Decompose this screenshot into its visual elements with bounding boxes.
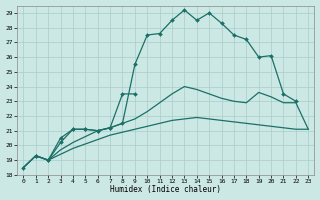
X-axis label: Humidex (Indice chaleur): Humidex (Indice chaleur) [110, 185, 221, 194]
